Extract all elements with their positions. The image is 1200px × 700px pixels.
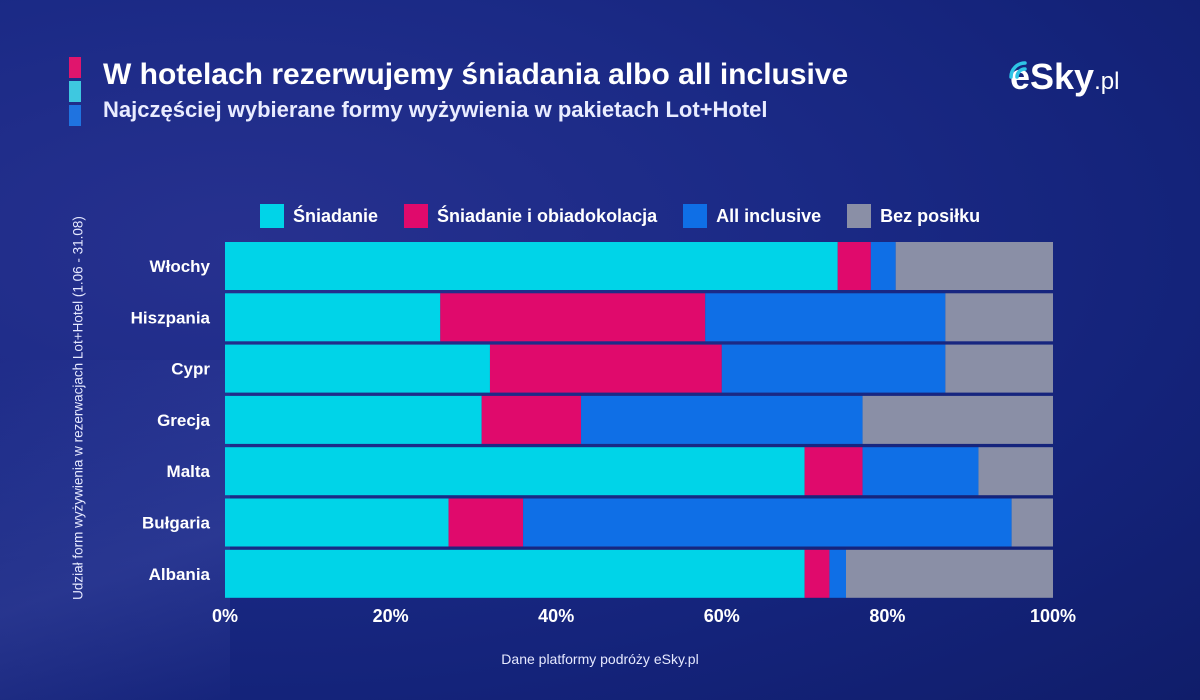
- chart-legend: Śniadanie Śniadanie i obiadokolacja All in…: [260, 202, 1006, 230]
- bar-segment: [862, 395, 1053, 444]
- bar-segment: [945, 293, 1053, 342]
- bar-segment: [523, 498, 1012, 547]
- bar-segment: [895, 242, 1053, 290]
- bar-segment: [481, 395, 582, 444]
- bar-segment: [804, 447, 863, 496]
- bar-segment: [862, 447, 979, 496]
- legend-item: Śniadanie: [260, 204, 378, 228]
- legend-item: All inclusive: [683, 204, 821, 228]
- page-title: W hotelach rezerwujemy śniadania albo al…: [103, 58, 849, 91]
- title-accent: [69, 57, 81, 126]
- bar-segment: [225, 344, 490, 393]
- page-subtitle: Najczęściej wybierane formy wyżywienia w…: [103, 97, 768, 122]
- category-label: Albania: [149, 565, 211, 584]
- category-label: Cypr: [171, 360, 210, 379]
- x-tick-label: 40%: [538, 606, 574, 626]
- bar-segment: [846, 549, 1053, 598]
- bar-segment: [225, 242, 838, 290]
- legend-label: All inclusive: [716, 205, 822, 226]
- bar-segment: [225, 293, 441, 342]
- legend-label: Bez posiłku: [880, 205, 981, 226]
- bar-segment: [489, 344, 722, 393]
- bar-segment: [440, 293, 706, 342]
- background-decoration: [0, 360, 230, 700]
- bar-segment: [978, 447, 1053, 496]
- bar-segment: [721, 344, 946, 393]
- x-tick-label: 0%: [212, 606, 238, 626]
- x-tick-label: 80%: [869, 606, 905, 626]
- category-label: Włochy: [150, 257, 211, 276]
- bar-segment: [225, 498, 449, 547]
- logo-suffix: .pl: [1094, 68, 1120, 95]
- category-label: Hiszpania: [131, 308, 211, 327]
- legend-swatch: [404, 204, 429, 228]
- bar-segment: [705, 293, 946, 342]
- legend-item: Śniadanie i obiadokolacja: [404, 204, 657, 228]
- bar-segment: [945, 344, 1053, 393]
- bar-segment: [225, 549, 805, 598]
- bar-segment: [837, 242, 871, 290]
- legend-swatch: [683, 204, 708, 228]
- x-tick-label: 60%: [704, 606, 740, 626]
- category-label: Malta: [167, 462, 211, 481]
- category-label: Grecja: [157, 411, 210, 430]
- bar-segment: [829, 549, 846, 598]
- bar-segment: [1011, 498, 1053, 547]
- source-note: Dane platformy podróży eSky.pl: [501, 651, 699, 667]
- legend-swatch: [847, 204, 872, 228]
- legend-label: Śniadanie: [293, 205, 379, 226]
- bar-segment: [448, 498, 524, 547]
- category-label: Bułgaria: [142, 514, 211, 533]
- legend-label: Śniadanie i obiadokolacja: [437, 205, 658, 226]
- bar-segment: [225, 395, 482, 444]
- logo-signal-icon: [1009, 61, 1027, 79]
- bar-segment: [225, 447, 805, 496]
- x-tick-label: 20%: [373, 606, 409, 626]
- legend-swatch: [260, 204, 284, 228]
- bar-segment: [804, 549, 830, 598]
- x-tick-label: 100%: [1030, 606, 1076, 626]
- legend-item: Bez posiłku: [847, 204, 980, 228]
- bar-segment: [581, 395, 863, 444]
- bar-segment: [870, 242, 896, 290]
- esky-logo: eSky.pl: [1009, 54, 1150, 104]
